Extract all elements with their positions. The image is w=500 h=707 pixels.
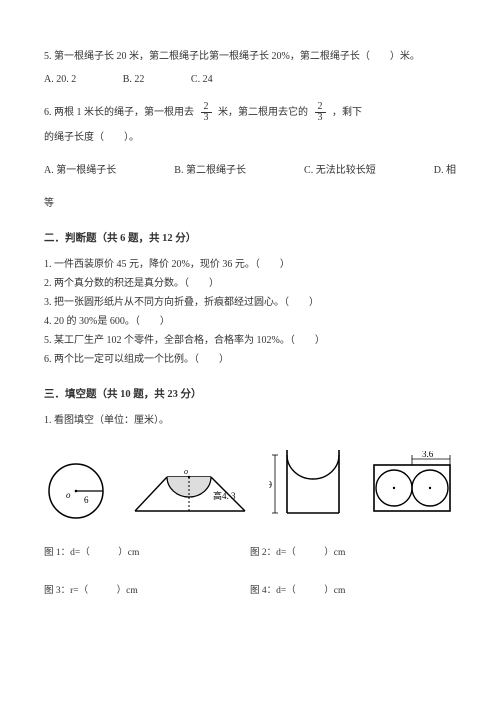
judge-item: 2. 两个真分数的积还是真分数。（ ）: [44, 275, 456, 292]
fig-answer-2: 图 2：d=（ ）cm: [250, 545, 456, 561]
section-3-title: 三．填空题（共 10 题，共 23 分）: [44, 386, 456, 404]
fig1-label: 6: [84, 495, 89, 505]
q5-opt-b: B. 22: [123, 71, 145, 88]
q5-options: A. 20. 2 B. 22 C. 24: [44, 71, 456, 88]
fig3-label: 9: [269, 480, 272, 491]
judge-item: 4. 20 的 30%是 600。（ ）: [44, 313, 456, 330]
fig2-label: 高4. 3: [213, 490, 236, 501]
figures-row: o 6 o 高4. 3 9 3.6: [44, 447, 456, 523]
question-6: 6. 两根 1 米长的绳子，第一根用去 2 3 米，第二根用去它的 2 3 ，剩…: [44, 102, 456, 212]
fig4-label: 3.6: [422, 451, 434, 459]
fraction-1: 2 3: [201, 102, 212, 123]
judge-item: 5. 某工厂生产 102 个零件，全部合格，合格率为 102%。（ ）: [44, 332, 456, 349]
question-5: 5. 第一根绳子长 20 米，第二根绳子比第一根绳子长 20%，第二根绳子长（ …: [44, 48, 456, 88]
judge-item: 6. 两个比一定可以组成一个比例。（ ）: [44, 351, 456, 368]
fill-q1: 1. 看图填空（单位：厘米）。: [44, 412, 456, 429]
judge-item: 3. 把一张圆形纸片从不同方向折叠，折痕都经过圆心。（ ）: [44, 294, 456, 311]
q6-opt-a: A. 第一根绳子长: [44, 162, 116, 179]
q6-opt-b: B. 第二根绳子长: [174, 162, 246, 179]
q5-opt-c: C. 24: [191, 71, 213, 88]
q6-tail: 的绳子长度（ ）。: [44, 129, 456, 146]
judge-item: 1. 一件西装原价 45 元，降价 20%，现价 36 元。（ ）: [44, 256, 456, 273]
q6-etc: 等: [44, 195, 456, 212]
judge-list: 1. 一件西装原价 45 元，降价 20%，现价 36 元。（ ） 2. 两个真…: [44, 256, 456, 368]
fig2-center: o: [184, 467, 188, 476]
q6-pre: 6. 两根 1 米长的绳子，第一根用去: [44, 107, 194, 118]
figure-2-trapezoid: o 高4. 3: [131, 463, 251, 523]
fig-answer-4: 图 4：d=（ ）cm: [250, 583, 456, 599]
q6-options: A. 第一根绳子长 B. 第二根绳子长 C. 无法比较长短 D. 相: [44, 162, 456, 179]
section-2-title: 二．判断题（共 6 题，共 12 分）: [44, 230, 456, 248]
q5-stem: 5. 第一根绳子长 20 米，第二根绳子比第一根绳子长 20%，第二根绳子长（ …: [44, 48, 456, 65]
figure-1-circle: o 6: [44, 457, 114, 523]
q6-opt-c: C. 无法比较长短: [304, 162, 376, 179]
figure-answers: 图 1：d=（ ）cm 图 2：d=（ ）cm 图 3：r=（ ）cm 图 4：…: [44, 545, 456, 621]
q5-opt-a: A. 20. 2: [44, 71, 76, 88]
figure-3-box: 9: [269, 447, 351, 523]
fig1-center: o: [66, 490, 71, 500]
fig-answer-3: 图 3：r=（ ）cm: [44, 583, 250, 599]
fraction-2: 2 3: [315, 102, 326, 123]
q6-mid2: ，剩下: [332, 107, 362, 118]
q6-opt-d: D. 相: [434, 162, 456, 179]
q6-mid1: 米，第二根用去它的: [218, 107, 308, 118]
fig-answer-1: 图 1：d=（ ）cm: [44, 545, 250, 561]
q6-line1: 6. 两根 1 米长的绳子，第一根用去 2 3 米，第二根用去它的 2 3 ，剩…: [44, 102, 456, 123]
figure-4-rect-circles: 3.6: [368, 451, 456, 523]
